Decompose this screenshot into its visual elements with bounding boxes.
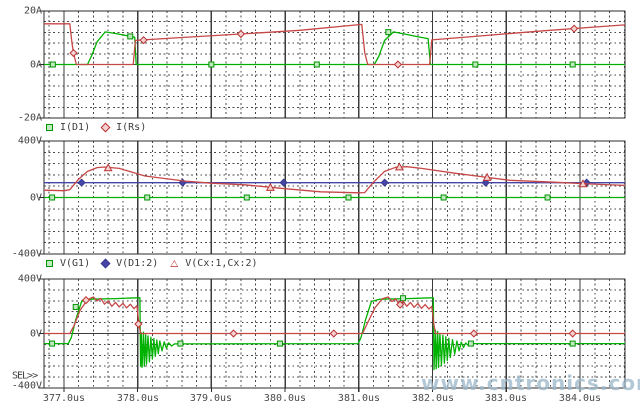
y-tick-label: 400V (17, 135, 42, 147)
watermark: www.cntronics.com (421, 371, 640, 395)
y-tick-label: -400V (11, 248, 42, 260)
x-tick-label: 377.0us (42, 393, 86, 404)
legend-trace-name[interactable]: V(D1:2) (116, 258, 159, 269)
triangle-marker-icon (170, 260, 179, 267)
legend-plot1: I(D1) I(Rs) (46, 121, 158, 134)
x-tick-label: 380.0us (263, 393, 307, 404)
y-tick-label: 400V (17, 273, 42, 285)
diamond-marker-icon (100, 122, 111, 133)
square-marker-icon (46, 260, 53, 267)
y-tick-label: 0V (29, 328, 42, 339)
y-tick-label: 0V (29, 192, 42, 203)
x-tick-label: 378.0us (116, 393, 160, 404)
square-marker-icon (46, 124, 53, 131)
y-tick-label: 0A (29, 59, 42, 70)
y-tick-label: 20A (23, 5, 42, 17)
y-tick-label: -400V (11, 380, 42, 392)
y-tick-label: -20A (17, 112, 42, 124)
legend-trace-name[interactable]: I(Rs) (116, 122, 147, 133)
sel-indicator[interactable]: SEL>> (12, 370, 38, 382)
x-tick-label: 381.0us (337, 393, 381, 404)
legend-trace-name[interactable]: V(G1) (60, 258, 91, 269)
legend-plot2: V(G1) V(D1:2) V(Cx:1,Cx:2) (46, 257, 270, 270)
diamond-marker-icon (100, 258, 111, 269)
x-tick-label: 379.0us (189, 393, 233, 404)
x-tick-label: 382.0us (411, 393, 455, 404)
legend-trace-name[interactable]: I(D1) (60, 122, 91, 133)
legend-trace-name[interactable]: V(Cx:1,Cx:2) (185, 258, 258, 269)
x-tick-label: 383.0us (484, 393, 528, 404)
x-tick-label: 384.0us (558, 393, 602, 404)
